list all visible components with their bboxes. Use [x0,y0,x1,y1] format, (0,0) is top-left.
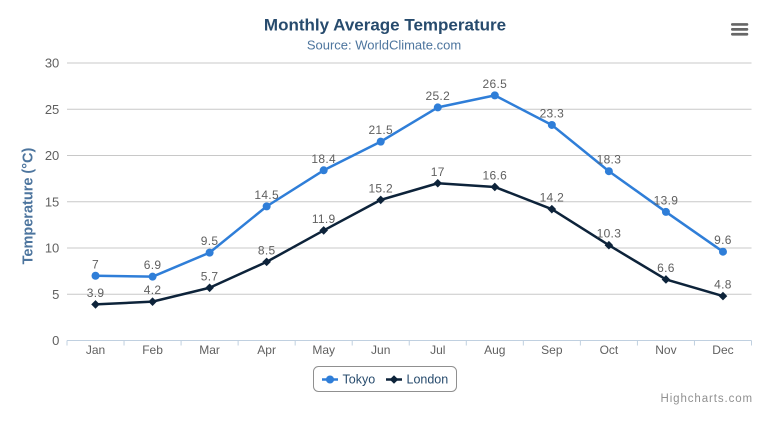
svg-text:11.9: 11.9 [312,212,336,226]
svg-text:23.3: 23.3 [540,106,565,120]
svg-text:15.2: 15.2 [368,181,393,195]
svg-text:15: 15 [45,194,59,209]
svg-text:9.6: 9.6 [714,233,732,247]
svg-text:Sep: Sep [541,343,563,357]
svg-text:Oct: Oct [600,343,619,357]
svg-text:4.2: 4.2 [144,283,162,297]
svg-text:25: 25 [45,102,59,117]
svg-text:7: 7 [92,257,99,271]
svg-text:Highcharts.com: Highcharts.com [661,393,754,405]
svg-text:21.5: 21.5 [368,123,393,137]
svg-text:3.9: 3.9 [87,286,105,300]
svg-text:Feb: Feb [142,343,163,357]
svg-text:17: 17 [431,165,445,179]
svg-text:9.5: 9.5 [201,234,219,248]
svg-text:14.2: 14.2 [540,191,565,205]
svg-text:8.5: 8.5 [258,243,276,257]
svg-text:20: 20 [45,148,59,163]
svg-text:Jul: Jul [430,343,445,357]
svg-text:Source: WorldClimate.com: Source: WorldClimate.com [307,38,461,53]
svg-text:Apr: Apr [257,343,276,357]
svg-text:10: 10 [45,241,59,256]
svg-text:16.6: 16.6 [483,168,508,182]
svg-text:Nov: Nov [655,343,676,357]
svg-text:18.4: 18.4 [311,152,336,166]
svg-text:Temperature (°C): Temperature (°C) [21,147,37,264]
svg-text:26.5: 26.5 [483,77,508,91]
svg-text:18.3: 18.3 [597,153,622,167]
svg-text:Jun: Jun [371,343,390,357]
svg-text:Mar: Mar [199,343,220,357]
svg-text:Tokyo: Tokyo [343,373,376,387]
svg-text:10.3: 10.3 [597,227,622,241]
svg-text:14.5: 14.5 [254,188,279,202]
svg-text:5.7: 5.7 [201,269,219,283]
svg-text:5: 5 [52,287,59,302]
svg-text:30: 30 [45,56,59,71]
svg-text:0: 0 [52,333,59,348]
svg-text:4.8: 4.8 [714,278,732,292]
svg-text:Aug: Aug [484,343,505,357]
svg-text:25.2: 25.2 [425,89,450,103]
svg-text:Monthly Average Temperature: Monthly Average Temperature [264,16,506,35]
svg-text:6.9: 6.9 [144,258,162,272]
svg-text:13.9: 13.9 [654,193,679,207]
svg-text:Jan: Jan [86,343,105,357]
svg-text:London: London [407,373,449,387]
svg-text:Dec: Dec [712,343,733,357]
svg-text:May: May [312,343,335,357]
svg-text:6.6: 6.6 [657,261,675,275]
